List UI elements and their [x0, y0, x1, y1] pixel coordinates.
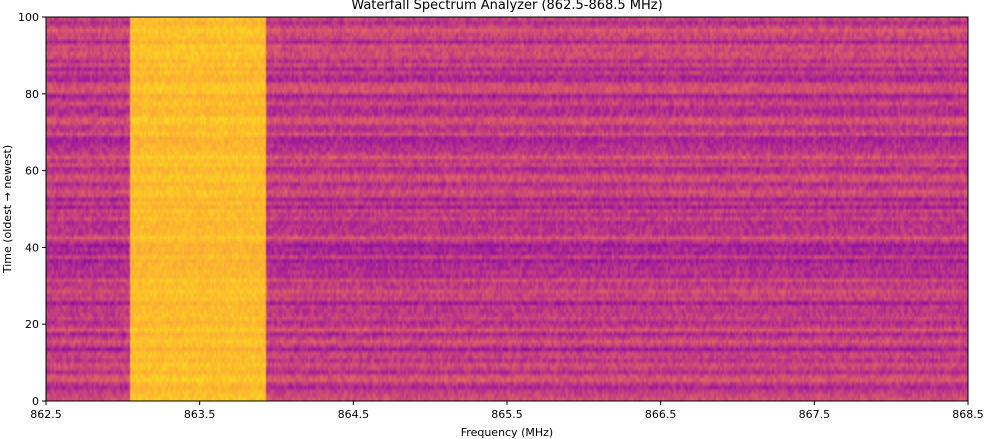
x-tick-label: 865.5	[491, 408, 523, 421]
x-axis-title: Frequency (MHz)	[461, 426, 553, 439]
x-tick-label: 866.5	[645, 408, 677, 421]
y-tick-label: 100	[18, 11, 39, 24]
y-tick-label: 60	[25, 165, 39, 178]
chart-title: Waterfall Spectrum Analyzer (862.5-868.5…	[351, 0, 662, 13]
y-tick-label: 0	[32, 395, 39, 408]
x-tick-label: 864.5	[338, 408, 370, 421]
x-axis: 862.5 863.5 864.5 865.5 866.5 867.5 868.5	[30, 401, 984, 421]
x-tick-label: 863.5	[184, 408, 216, 421]
x-tick-label: 868.5	[952, 408, 984, 421]
y-tick-label: 80	[25, 88, 39, 101]
y-tick-label: 40	[25, 241, 39, 254]
y-axis-title: Time (oldest → newest)	[1, 145, 14, 274]
plot-area	[45, 16, 969, 402]
y-tick-label: 20	[25, 318, 39, 331]
waterfall-heatmap	[46, 17, 968, 401]
x-tick-label: 867.5	[799, 408, 831, 421]
x-tick-label: 862.5	[30, 408, 62, 421]
y-axis: 0 20 40 60 80 100	[18, 11, 46, 408]
